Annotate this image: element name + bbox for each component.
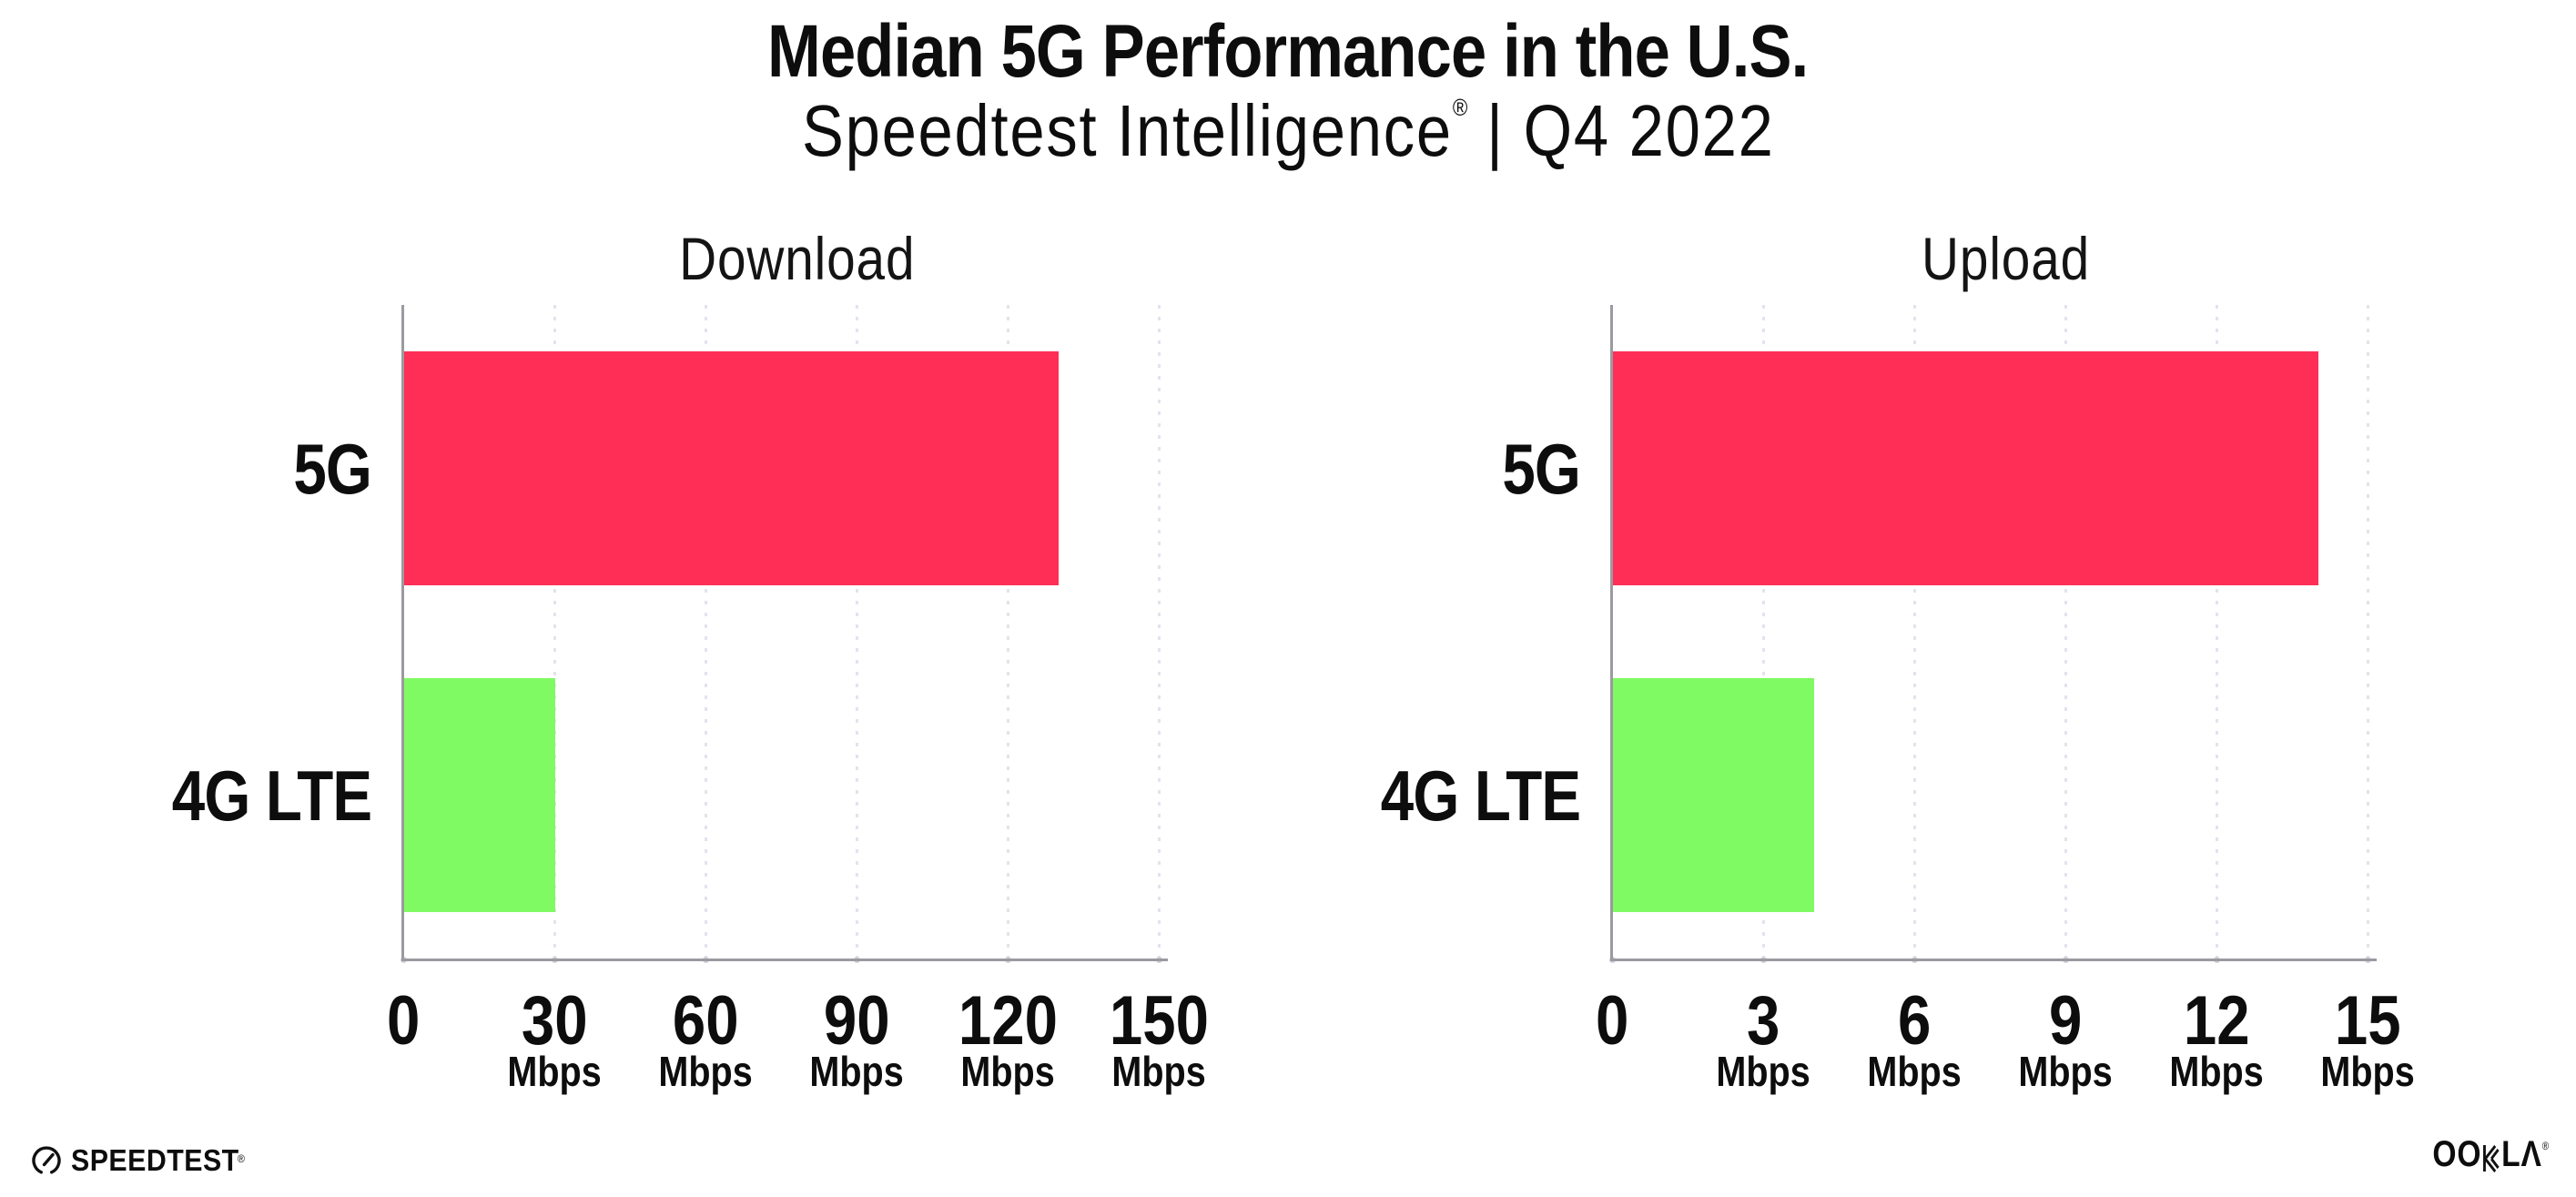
tick-unit-60: Mbps bbox=[624, 1049, 787, 1094]
tick-value: 0 bbox=[386, 982, 421, 1060]
speedtest-logo-text: SPEEDTEST® bbox=[71, 1143, 247, 1178]
tick-unit-150: Mbps bbox=[1077, 1049, 1241, 1094]
speedtest-logo: SPEEDTEST® bbox=[30, 1143, 262, 1178]
tick-label-0: 0 bbox=[1530, 985, 1694, 1058]
tick-unit-text: Mbps bbox=[507, 1048, 602, 1095]
tick-label-9: 9 bbox=[1983, 985, 2147, 1058]
tick-unit-120: Mbps bbox=[926, 1049, 1090, 1094]
page-subtitle-row: Speedtest Intelligence® | Q4 2022 bbox=[0, 89, 2576, 173]
tick-unit-3: Mbps bbox=[1681, 1049, 1845, 1094]
tick-value: 30 bbox=[521, 982, 588, 1060]
chart-title-text: Download bbox=[679, 225, 916, 292]
x-axis-line bbox=[401, 959, 1168, 961]
subtitle-brand: Speedtest Intelligence bbox=[801, 90, 1453, 171]
category-label-5g: 5G bbox=[1198, 419, 1581, 519]
ookla-registered-mark-icon: ® bbox=[2541, 1140, 2549, 1152]
bar-4g-lte-upload bbox=[1613, 678, 1815, 912]
gridline-90 bbox=[855, 305, 858, 959]
tick-label-30: 30 bbox=[472, 985, 636, 1058]
tick-label-3: 3 bbox=[1681, 985, 1845, 1058]
tick-value: 3 bbox=[1746, 982, 1780, 1060]
tick-label-90: 90 bbox=[775, 985, 938, 1058]
tick-value: 12 bbox=[2183, 982, 2250, 1060]
tick-label-60: 60 bbox=[624, 985, 787, 1058]
gridline-9 bbox=[2064, 305, 2067, 959]
tick-unit-9: Mbps bbox=[1983, 1049, 2147, 1094]
tick-value: 15 bbox=[2334, 982, 2401, 1060]
tick-label-12: 12 bbox=[2135, 985, 2298, 1058]
category-label-text: 4G LTE bbox=[1380, 755, 1581, 836]
tick-label-150: 150 bbox=[1077, 985, 1241, 1058]
x-axis-line bbox=[1610, 959, 2377, 961]
tick-label-0: 0 bbox=[321, 985, 485, 1058]
ookla-logo: OO LΛ ® bbox=[2410, 1136, 2549, 1172]
gridline-150 bbox=[1157, 305, 1161, 959]
tick-unit-text: Mbps bbox=[1111, 1048, 1206, 1095]
tick-label-15: 15 bbox=[2286, 985, 2449, 1058]
registered-mark-icon: ® bbox=[1452, 94, 1468, 121]
subtitle-period: | Q4 2022 bbox=[1467, 90, 1775, 171]
category-label-text: 4G LTE bbox=[171, 755, 372, 836]
speedtest-gauge-icon bbox=[32, 1146, 61, 1174]
tick-unit-text: Mbps bbox=[658, 1048, 753, 1095]
page-subtitle: Speedtest Intelligence® | Q4 2022 bbox=[802, 89, 1775, 173]
gridline-3 bbox=[1761, 305, 1765, 959]
category-label-text: 5G bbox=[293, 428, 372, 509]
bar-5g-upload bbox=[1613, 351, 2318, 585]
tick-label-120: 120 bbox=[926, 985, 1090, 1058]
gridline-60 bbox=[704, 305, 707, 959]
tick-unit-text: Mbps bbox=[2320, 1048, 2415, 1095]
tick-value: 120 bbox=[958, 982, 1058, 1060]
tick-label-6: 6 bbox=[1832, 985, 1996, 1058]
page-title-row: Median 5G Performance in the U.S. bbox=[0, 9, 2576, 95]
tick-unit-15: Mbps bbox=[2286, 1049, 2449, 1094]
tick-unit-text: Mbps bbox=[960, 1048, 1055, 1095]
tick-unit-text: Mbps bbox=[1716, 1048, 1810, 1095]
tick-unit-90: Mbps bbox=[775, 1049, 938, 1094]
gridline-15 bbox=[2366, 305, 2369, 959]
category-label-text: 5G bbox=[1502, 428, 1581, 509]
ookla-logo-inner: OO LΛ ® bbox=[2432, 1136, 2549, 1172]
tick-value: 0 bbox=[1595, 982, 1629, 1060]
tick-unit-12: Mbps bbox=[2135, 1049, 2298, 1094]
tick-unit-text: Mbps bbox=[1867, 1048, 1962, 1095]
speedtest-wordmark: SPEEDTEST bbox=[71, 1143, 239, 1177]
bar-4g-lte-download bbox=[404, 678, 555, 912]
tick-unit-text: Mbps bbox=[2018, 1048, 2113, 1095]
speedtest-registered-mark-icon: ® bbox=[237, 1152, 246, 1165]
category-label-4g-lte: 4G LTE bbox=[1198, 746, 1581, 846]
gridline-30 bbox=[553, 305, 556, 959]
tick-unit-text: Mbps bbox=[809, 1048, 904, 1095]
category-label-4g-lte: 4G LTE bbox=[0, 746, 372, 846]
tick-unit-text: Mbps bbox=[2169, 1048, 2264, 1095]
ookla-k-icon bbox=[2483, 1144, 2500, 1172]
chart-title-text: Upload bbox=[1922, 225, 2091, 292]
gridline-120 bbox=[1006, 305, 1009, 959]
tick-unit-30: Mbps bbox=[472, 1049, 636, 1094]
tick-value: 90 bbox=[823, 982, 890, 1060]
bar-5g-download bbox=[404, 351, 1060, 585]
page-title: Median 5G Performance in the U.S. bbox=[767, 10, 1809, 93]
ookla-wordmark-left: OO bbox=[2432, 1134, 2482, 1174]
tick-value: 150 bbox=[1109, 982, 1209, 1060]
tick-unit-6: Mbps bbox=[1832, 1049, 1996, 1094]
gridline-12 bbox=[2215, 305, 2218, 959]
tick-value: 9 bbox=[2048, 982, 2083, 1060]
category-label-5g: 5G bbox=[0, 419, 372, 519]
tick-value: 6 bbox=[1897, 982, 1932, 1060]
ookla-wordmark-right: LΛ bbox=[2500, 1134, 2542, 1174]
tick-value: 60 bbox=[672, 982, 739, 1060]
chart-title-upload: Upload bbox=[1733, 222, 2279, 295]
y-axis-line bbox=[1610, 305, 1613, 961]
y-axis-line bbox=[401, 305, 404, 961]
gridline-6 bbox=[1912, 305, 1916, 959]
chart-title-download: Download bbox=[524, 222, 1070, 295]
